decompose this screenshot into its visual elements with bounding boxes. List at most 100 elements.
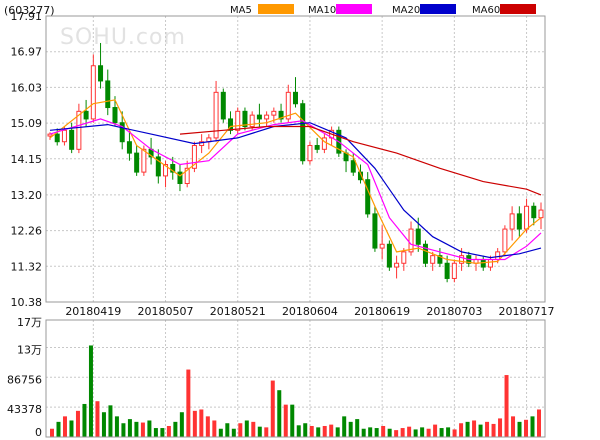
date-tick-label: 20180604: [282, 305, 338, 318]
volume-bar: [199, 409, 204, 437]
candle-body-up: [538, 209, 544, 219]
volume-bar: [290, 404, 295, 437]
candle-body-up: [249, 114, 255, 128]
volume-bar: [316, 427, 321, 437]
volume-bar: [50, 428, 54, 437]
volume-bar: [348, 421, 353, 437]
volume-bar: [420, 427, 425, 437]
candle-body-up: [90, 65, 96, 120]
candle-body-up: [141, 148, 147, 173]
volume-axis-labels: 17万 13万 86756 43378 0: [7, 316, 42, 439]
candle-body-down: [155, 156, 161, 177]
candle-body-down: [444, 262, 450, 279]
candle-body-up: [524, 205, 530, 230]
volume-bar: [82, 403, 87, 437]
legend-swatch-ma60: [500, 4, 536, 14]
candle-body-down: [278, 110, 284, 120]
candle-body-down: [415, 228, 421, 245]
volume-bar: [394, 430, 399, 437]
volume-bar: [478, 424, 483, 437]
volume-tick-label: 0: [35, 426, 42, 439]
candle-body-down: [350, 160, 356, 173]
candle-body-down: [293, 91, 298, 105]
volume-bar: [485, 421, 490, 437]
candle-body-up: [163, 164, 169, 177]
volume-bar: [140, 422, 145, 437]
volume-bar: [251, 421, 256, 437]
candle-body-down: [314, 145, 320, 150]
price-tick-label: 16.97: [11, 46, 43, 59]
volume-bar: [62, 416, 67, 437]
volume-bar: [498, 418, 503, 437]
candle-body-down: [242, 110, 248, 128]
volume-bar: [524, 419, 529, 437]
volume-bar: [439, 428, 444, 437]
date-tick-label: 20180619: [354, 305, 410, 318]
candle-body-down: [300, 103, 306, 162]
ma-line-ma10: [49, 118, 542, 261]
price-tick-label: 15.09: [11, 117, 43, 130]
candle-body-up: [47, 133, 53, 137]
legend-label-ma10: MA10: [308, 5, 336, 16]
volume-bar: [69, 420, 74, 437]
candle-body-up: [451, 262, 457, 279]
volume-bar: [238, 423, 243, 437]
volume-bar: [88, 345, 93, 437]
volume-bar: [433, 424, 438, 437]
candle-body-up: [184, 167, 190, 184]
candle-body-down: [134, 152, 140, 173]
candle-body-down: [372, 213, 378, 249]
volume-bar: [264, 427, 269, 437]
volume-tick-label: 86756: [7, 373, 42, 386]
candle-body-up: [76, 110, 82, 150]
volume-bar: [101, 412, 106, 437]
volume-bar: [160, 428, 165, 437]
candlestick-series: [47, 42, 544, 283]
date-tick-label: 20180419: [65, 305, 121, 318]
price-tick-label: 16.03: [11, 81, 43, 94]
volume-bar: [225, 423, 230, 437]
candle-body-up: [271, 110, 277, 116]
volume-bar: [329, 424, 334, 437]
candle-body-up: [509, 213, 515, 230]
ma-line-ma20: [49, 122, 542, 259]
legend-label-ma5: MA5: [230, 5, 252, 16]
candle-body-down: [177, 171, 183, 184]
volume-bar: [504, 375, 509, 437]
moving-average-lines: [49, 99, 542, 264]
volume-bar: [446, 427, 451, 437]
volume-bar: [283, 404, 288, 437]
volume-bar: [537, 409, 541, 437]
volume-bar: [114, 416, 119, 437]
date-axis-labels: 20180419 20180507 20180521 20180604 20180619…: [65, 305, 554, 318]
candle-body-down: [112, 107, 118, 124]
candle-body-down: [119, 122, 125, 143]
volume-bar: [212, 420, 217, 437]
date-tick-label: 20180507: [138, 305, 194, 318]
candle-body-up: [430, 255, 436, 264]
volume-bar: [270, 380, 275, 437]
ma-line-ma60: [179, 125, 542, 196]
candle-body-up: [61, 129, 67, 143]
volume-bar: [95, 401, 100, 437]
stock-code: (603277): [4, 4, 55, 17]
candle-body-down: [220, 91, 226, 120]
candle-body-up: [199, 141, 205, 147]
volume-bar: [147, 420, 152, 437]
price-panel-frame: [45, 15, 546, 303]
volume-bar: [491, 423, 496, 437]
volume-bar: [342, 416, 347, 437]
volume-tick-label: 13万: [17, 344, 42, 357]
candle-body-down: [98, 65, 104, 82]
volume-bar: [530, 416, 535, 437]
volume-bar: [361, 428, 366, 437]
volume-bar: [173, 421, 178, 437]
volume-bar: [231, 428, 236, 437]
volume-bar: [374, 428, 379, 437]
ma-line-ma5: [49, 99, 542, 264]
volume-bar: [134, 421, 139, 437]
candle-body-down: [516, 213, 522, 230]
volume-bar: [56, 421, 61, 437]
candle-body-up: [495, 251, 501, 260]
candle-body-up: [307, 145, 313, 162]
